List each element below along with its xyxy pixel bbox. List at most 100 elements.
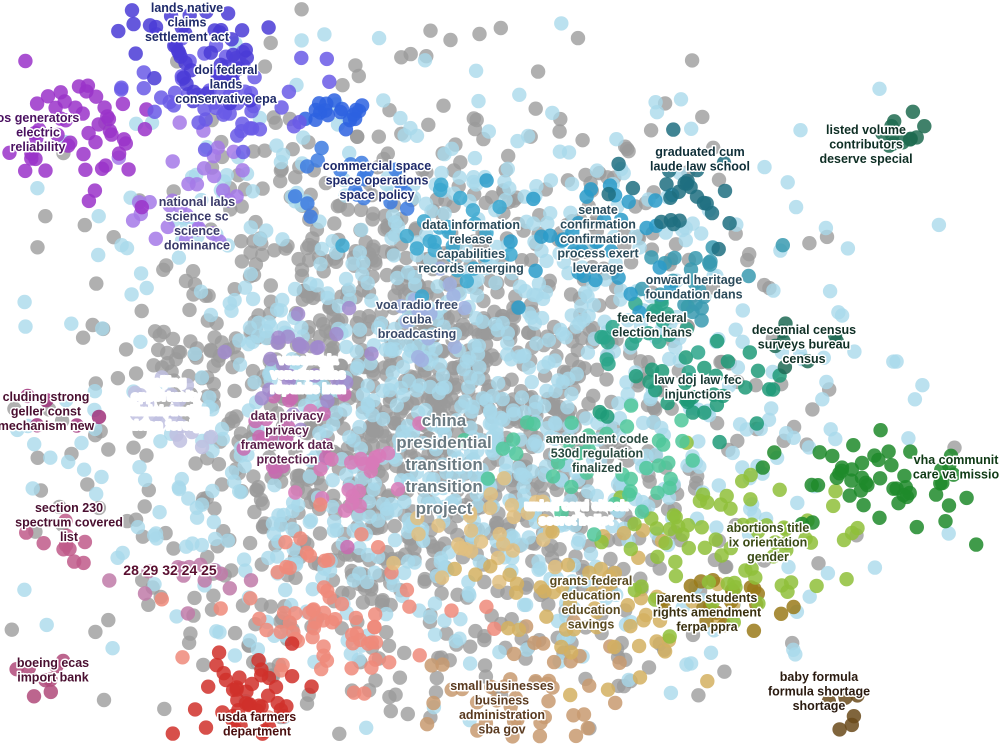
point-gray	[642, 474, 657, 489]
cluster-label-line: ix orientation	[729, 536, 807, 550]
point-labs	[148, 231, 163, 246]
point-vha	[928, 487, 944, 502]
point-lightblue	[528, 394, 544, 409]
point-fec	[685, 389, 700, 405]
point-smallbiz	[533, 715, 548, 730]
point-lightblue	[193, 284, 209, 299]
point-gradlaw	[689, 162, 705, 178]
point-grants	[582, 565, 597, 580]
point-space	[354, 155, 369, 171]
point-lightblue	[673, 92, 689, 107]
point-gray	[730, 433, 745, 449]
point-datainfo	[414, 289, 430, 304]
point-gray	[383, 703, 398, 719]
point-lightblue	[110, 550, 125, 565]
cluster-label-line: dominance	[164, 239, 230, 253]
point-fec	[648, 383, 663, 398]
cluster-label-line: doi federal	[194, 63, 257, 77]
point-gray	[312, 526, 328, 541]
point-gray	[469, 112, 484, 128]
point-abortion	[759, 518, 774, 533]
point-boeing	[49, 659, 64, 674]
point-voa	[442, 277, 457, 292]
point-usda	[244, 676, 260, 692]
point-lightblue	[378, 342, 393, 357]
cluster-label-line: china	[422, 411, 467, 430]
point-lightblue	[512, 87, 527, 103]
point-grants	[607, 565, 622, 581]
point-gradlaw	[611, 156, 626, 172]
point-privacy	[281, 420, 296, 435]
point-lightblue	[285, 521, 300, 537]
point-smallbiz	[528, 674, 543, 689]
cluster-label-line: boeing ecas	[17, 656, 89, 670]
point-usda	[254, 662, 269, 677]
point-abortion	[701, 575, 717, 590]
point-lightblue	[232, 484, 247, 499]
point-china	[397, 494, 412, 510]
point-china	[395, 424, 410, 439]
point-beijing	[194, 439, 210, 455]
point-lightblue	[711, 478, 726, 493]
point-labs	[189, 177, 205, 192]
point-lightblue	[567, 517, 582, 533]
point-lightblue	[371, 320, 386, 336]
point-heritage	[694, 301, 709, 316]
point-amendment	[554, 505, 569, 521]
cluster-label-line: shortage	[793, 699, 846, 713]
point-lightblue	[488, 275, 503, 291]
point-feca	[600, 335, 615, 350]
point-beijing	[148, 408, 163, 423]
point-gray	[7, 401, 22, 416]
point-gray	[128, 366, 144, 381]
point-lightblue	[819, 374, 834, 390]
point-union	[483, 500, 498, 516]
cluster-label-line: privacy	[265, 424, 309, 438]
cluster-label-china: china presidential transition transition pro…	[396, 411, 491, 518]
cluster-label-gradlaw: graduated cum laude law school	[650, 145, 750, 174]
point-generators	[48, 100, 63, 116]
point-doi	[252, 122, 268, 137]
point-smallbiz	[506, 646, 522, 662]
point-vha	[886, 481, 901, 496]
point-senate	[613, 212, 629, 228]
cluster-label-line: reliability	[11, 140, 66, 154]
point-lightblue	[872, 81, 887, 97]
point-grants	[545, 524, 560, 539]
point-beijing	[174, 418, 189, 434]
point-lightblue	[931, 217, 947, 233]
point-lightblue	[418, 402, 433, 418]
point-gray	[421, 117, 436, 132]
point-feca	[690, 345, 706, 360]
point-lands	[220, 6, 236, 21]
point-vha	[969, 537, 984, 552]
point-volume	[909, 130, 924, 145]
point-abortion	[744, 561, 759, 576]
cluster-label-line: process exert	[557, 247, 639, 261]
point-gray	[234, 254, 250, 269]
point-gradlaw	[661, 163, 677, 178]
point-senate	[652, 260, 667, 275]
point-labs	[165, 193, 180, 208]
point-gray	[139, 448, 154, 463]
cluster-label-lands: lands native claims settlement act	[145, 1, 230, 44]
point-senate	[604, 244, 619, 259]
point-grants	[616, 526, 632, 541]
point-lightblue	[793, 123, 808, 138]
point-gray	[811, 556, 826, 571]
point-gray	[137, 499, 152, 514]
point-ferpa	[657, 601, 672, 616]
point-generators	[137, 122, 153, 137]
point-lightblue	[786, 430, 801, 445]
point-doi	[197, 101, 212, 117]
cluster-label-line: list	[60, 530, 79, 544]
point-doi	[281, 84, 297, 100]
point-ferpa	[747, 581, 762, 597]
cluster-label-senate: senate confirmation confirmation process ex…	[557, 203, 639, 275]
point-gray	[242, 535, 258, 551]
point-vha	[959, 490, 974, 506]
point-vha	[867, 448, 882, 463]
point-lightblue	[608, 255, 623, 271]
point-grants	[597, 582, 613, 597]
cluster-label-line: leverage	[573, 261, 624, 275]
